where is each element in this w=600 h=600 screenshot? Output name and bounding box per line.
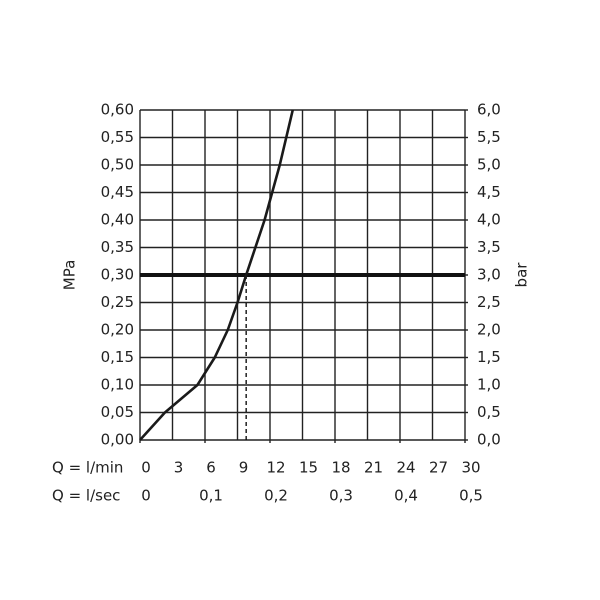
y2-tick-label: 3,5 <box>477 238 501 256</box>
x-tick-label: 9 <box>239 459 249 477</box>
x2-axis-label: Q = l/sec <box>52 487 120 505</box>
y2-axis-label: bar <box>513 262 531 288</box>
x-tick-label: 24 <box>396 459 415 477</box>
y2-tick-label: 0,5 <box>477 403 501 421</box>
y-tick-label: 0,35 <box>101 238 134 256</box>
y-tick-label: 0,40 <box>101 211 134 229</box>
y-tick-label: 0,25 <box>101 293 134 311</box>
x2-tick-label: 0,1 <box>199 487 223 505</box>
y-tick-label: 0,15 <box>101 348 134 366</box>
y-tick-label: 0,00 <box>101 431 134 449</box>
x-tick-label: 18 <box>331 459 350 477</box>
x-tick-label: 27 <box>429 459 448 477</box>
x-tick-label: 30 <box>461 459 480 477</box>
y2-tick-label: 2,5 <box>477 293 501 311</box>
y2-tick-label: 4,5 <box>477 183 501 201</box>
y2-tick-label: 5,5 <box>477 128 501 146</box>
y-tick-label: 0,45 <box>101 183 134 201</box>
y-tick-label: 0,30 <box>101 266 134 284</box>
y-tick-label: 0,05 <box>101 403 134 421</box>
y2-tick-label: 2,0 <box>477 321 501 339</box>
x-tick-label: 21 <box>364 459 383 477</box>
x2-tick-label: 0 <box>141 487 151 505</box>
x-tick-label: 6 <box>206 459 216 477</box>
y-tick-label: 0,55 <box>101 128 134 146</box>
curve <box>139 109 295 441</box>
y2-tick-label: 5,0 <box>477 156 501 174</box>
y2-tick-label: 6,0 <box>477 101 501 119</box>
x2-tick-label: 0,3 <box>329 487 353 505</box>
x-tick-label: 0 <box>141 459 151 477</box>
x-axis-label: Q = l/min <box>52 459 123 477</box>
x2-tick-label: 0,2 <box>264 487 288 505</box>
y-tick-label: 0,50 <box>101 156 134 174</box>
x2-tick-label: 0,4 <box>394 487 418 505</box>
y-tick-label: 0,60 <box>101 101 134 119</box>
x-tick-label: 15 <box>299 459 318 477</box>
y-tick-label: 0,20 <box>101 321 134 339</box>
y2-tick-label: 3,0 <box>477 266 501 284</box>
x-tick-label: 12 <box>266 459 285 477</box>
x2-tick-label: 0,5 <box>459 487 483 505</box>
y2-tick-label: 0,0 <box>477 431 501 449</box>
y2-tick-label: 1,5 <box>477 348 501 366</box>
y2-tick-label: 1,0 <box>477 376 501 394</box>
x-tick-label: 3 <box>174 459 184 477</box>
y-tick-label: 0,10 <box>101 376 134 394</box>
y-axis-label: MPa <box>61 260 79 291</box>
y2-tick-label: 4,0 <box>477 211 501 229</box>
